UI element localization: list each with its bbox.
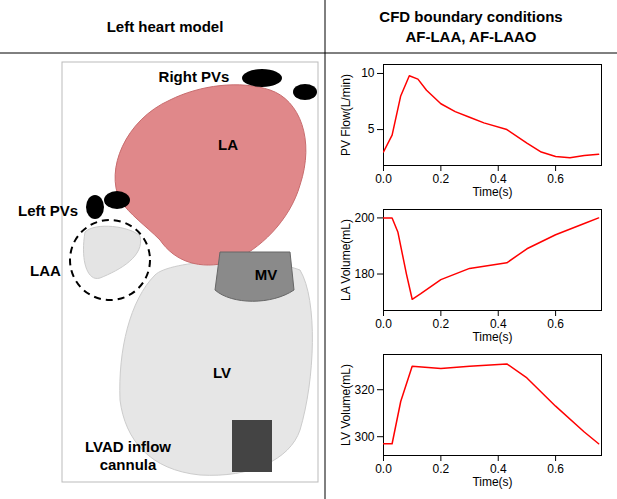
svg-text:LAA: LAA	[30, 262, 61, 279]
svg-text:0.4: 0.4	[489, 317, 507, 331]
svg-text:0.2: 0.2	[433, 172, 450, 186]
svg-text:CFD boundary conditions: CFD boundary conditions	[379, 8, 562, 25]
svg-text:MV: MV	[255, 266, 278, 283]
svg-text:0.6: 0.6	[547, 462, 564, 476]
svg-text:Right PVs: Right PVs	[159, 68, 230, 85]
svg-text:LV Volume(mL): LV Volume(mL)	[339, 364, 353, 446]
svg-text:Left heart model: Left heart model	[107, 18, 224, 35]
svg-text:Time(s): Time(s)	[472, 475, 512, 489]
svg-text:300: 300	[354, 430, 374, 444]
svg-text:0.2: 0.2	[433, 317, 450, 331]
svg-text:0.2: 0.2	[433, 462, 450, 476]
svg-text:Time(s): Time(s)	[472, 330, 512, 344]
svg-text:5: 5	[368, 122, 375, 136]
svg-text:0.0: 0.0	[375, 317, 392, 331]
svg-text:0.0: 0.0	[375, 462, 392, 476]
svg-text:Time(s): Time(s)	[472, 185, 512, 199]
svg-text:LA Volume(mL): LA Volume(mL)	[339, 219, 353, 301]
svg-text:0.6: 0.6	[547, 172, 564, 186]
svg-text:200: 200	[354, 211, 374, 225]
svg-text:10: 10	[361, 66, 375, 80]
svg-text:0.6: 0.6	[547, 317, 564, 331]
svg-text:Left PVs: Left PVs	[18, 202, 78, 219]
svg-text:320: 320	[354, 383, 374, 397]
svg-text:PV Flow(L/min): PV Flow(L/min)	[339, 74, 353, 156]
svg-text:AF-LAA, AF-LAAO: AF-LAA, AF-LAAO	[405, 28, 536, 45]
svg-text:0.0: 0.0	[375, 172, 392, 186]
svg-text:0.4: 0.4	[489, 462, 507, 476]
svg-text:cannula: cannula	[100, 456, 157, 473]
svg-text:180: 180	[354, 267, 374, 281]
svg-text:0.4: 0.4	[489, 172, 507, 186]
svg-text:LV: LV	[213, 364, 231, 381]
svg-text:LA: LA	[218, 136, 238, 153]
svg-text:LVAD inflow: LVAD inflow	[85, 438, 171, 455]
